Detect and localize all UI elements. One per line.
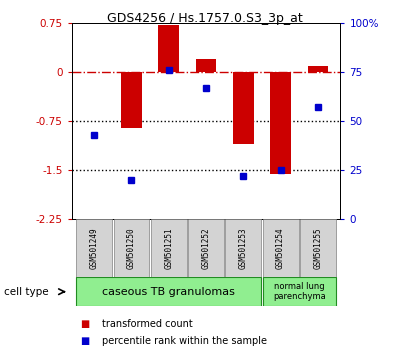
Text: GDS4256 / Hs.1757.0.S3_3p_at: GDS4256 / Hs.1757.0.S3_3p_at [107, 12, 302, 25]
Bar [307, 65, 327, 72]
Bar [299, 219, 335, 278]
Text: GSM501250: GSM501250 [127, 228, 136, 269]
Text: GSM501251: GSM501251 [164, 228, 173, 269]
Bar [76, 277, 261, 306]
Bar [225, 219, 261, 278]
Bar [262, 277, 335, 306]
Text: percentile rank within the sample: percentile rank within the sample [102, 336, 267, 346]
Text: cell type: cell type [4, 287, 49, 297]
Text: transformed count: transformed count [102, 319, 193, 329]
Bar [121, 72, 142, 128]
Text: GSM501255: GSM501255 [312, 228, 321, 269]
Text: GSM501252: GSM501252 [201, 228, 210, 269]
Text: caseous TB granulomas: caseous TB granulomas [102, 287, 235, 297]
Bar [76, 219, 112, 278]
Bar [195, 59, 216, 72]
Bar [158, 25, 179, 72]
Text: ■: ■ [80, 336, 89, 346]
Bar [232, 72, 253, 144]
Text: ■: ■ [80, 319, 89, 329]
Bar [188, 219, 223, 278]
Bar [151, 219, 186, 278]
Text: GSM501249: GSM501249 [90, 228, 99, 269]
Bar [270, 72, 290, 174]
Text: GSM501253: GSM501253 [238, 228, 247, 269]
Bar [262, 219, 298, 278]
Text: GSM501254: GSM501254 [275, 228, 284, 269]
Bar [113, 219, 149, 278]
Text: normal lung
parenchyma: normal lung parenchyma [272, 282, 325, 301]
